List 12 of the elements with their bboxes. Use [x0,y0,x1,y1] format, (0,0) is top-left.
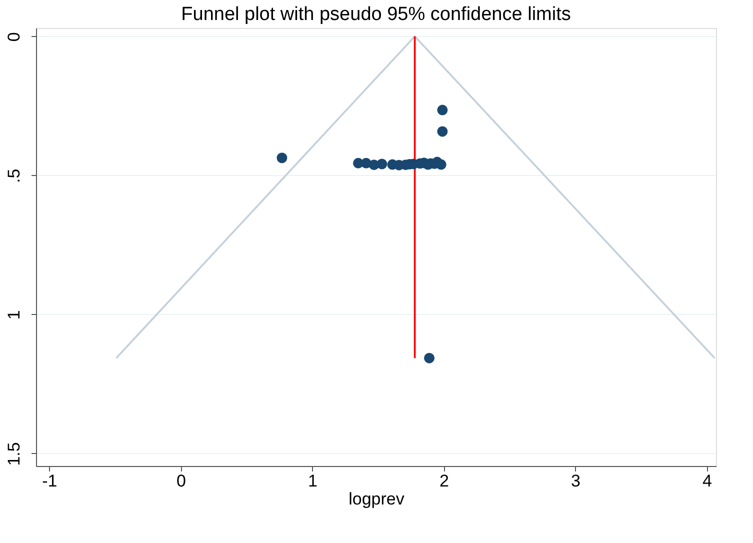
x-tick-label: 0 [176,472,186,490]
x-tick-label: -1 [42,472,58,490]
y-tick-label: 1.5 [4,442,24,466]
y-tick-label: .5 [4,168,24,183]
x-tick-label: 2 [440,472,449,490]
x-axis-title: logprev [348,490,405,508]
y-tick-label: 1 [4,310,24,320]
y-tick-label: 0 [4,32,24,42]
x-tick-label: 1 [308,472,318,490]
x-tick-label: 3 [571,472,580,490]
chart-title: Funnel plot with pseudo 95% confidence limits [181,4,571,25]
x-tick-label: 4 [702,472,712,490]
